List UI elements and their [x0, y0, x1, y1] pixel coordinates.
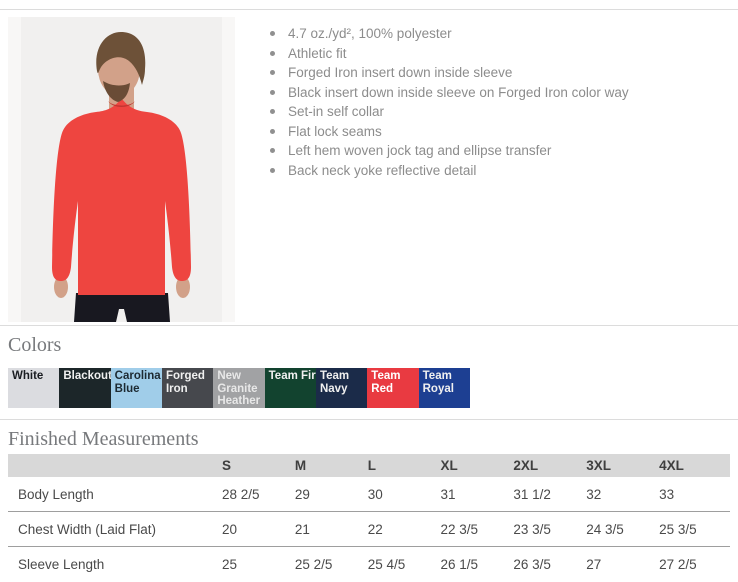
- measurements-heading: Finished Measurements: [8, 428, 199, 450]
- model-hand-right: [176, 276, 190, 298]
- measurement-row-label: Chest Width (Laid Flat): [8, 511, 220, 547]
- measurement-value: 31 1/2: [511, 477, 585, 512]
- bullet-icon: [270, 89, 275, 95]
- feature-item: Left hem woven jock tag and ellipse tran…: [266, 141, 726, 161]
- photo-edge-right: [222, 17, 235, 322]
- feature-item: Flat lock seams: [266, 122, 726, 142]
- model-beard: [103, 81, 130, 102]
- feature-text: Black insert down inside sleeve on Forge…: [288, 84, 629, 100]
- measurement-value: 27 2/5: [659, 556, 697, 572]
- top-divider: [0, 9, 738, 10]
- bullet-icon: [270, 128, 275, 134]
- measurement-value: 28 2/5: [220, 477, 293, 512]
- model-shirt: [52, 99, 191, 295]
- measurements-table: S M L XL 2XL 3XL 4XL Body Length 28 2/5 …: [8, 454, 730, 581]
- size-column-header-m: M: [292, 454, 366, 477]
- bullet-icon: [270, 167, 275, 173]
- bullet-icon: [270, 31, 275, 36]
- feature-text: Left hem woven jock tag and ellipse tran…: [288, 143, 552, 158]
- table-row: Chest Width (Laid Flat) 20 21 22 22 3/5 …: [8, 511, 730, 547]
- table-header-row: S M L XL 2XL 3XL 4XL: [8, 454, 730, 477]
- feature-text: Set-in self collar: [288, 104, 385, 119]
- size-column-header-s: S: [220, 454, 293, 477]
- bullet-icon: [270, 148, 275, 153]
- measurement-row-label: Body Length: [8, 477, 220, 512]
- measurement-label-header: [8, 454, 220, 477]
- size-column-header-2xl: 2XL: [511, 454, 585, 477]
- measurement-value: 29: [292, 477, 366, 512]
- measurement-value: 25 4/5: [367, 556, 406, 572]
- color-swatch-white[interactable]: White: [8, 368, 60, 408]
- size-column-header-xl: XL: [438, 454, 512, 477]
- measurement-value: 26 3/5: [513, 556, 551, 572]
- feature-item: Set-in self collar: [266, 102, 726, 122]
- shirt-collar: [108, 101, 135, 107]
- feature-list: 4.7 oz./yd², 100% polyester Athletic fit…: [266, 24, 726, 180]
- color-swatch-team-red[interactable]: Team Red: [367, 368, 419, 408]
- model-hand-left: [54, 276, 68, 298]
- measurement-value: 20: [220, 511, 293, 547]
- measurement-value: 30: [365, 477, 439, 512]
- model-pants: [74, 293, 170, 322]
- size-column-header-l: L: [365, 454, 439, 477]
- feature-text: Back neck yoke reflective detail: [288, 162, 477, 178]
- feature-text: Athletic fit: [288, 45, 347, 61]
- feature-text: Forged Iron insert down inside sleeve: [288, 65, 513, 80]
- measurement-value: 25 2/5: [294, 556, 333, 572]
- bullet-icon: [270, 109, 275, 114]
- feature-item: Back neck yoke reflective detail: [266, 161, 726, 181]
- measurement-value: 24 3/5: [584, 511, 658, 547]
- measurement-value: 27: [586, 556, 602, 572]
- color-swatch-new-granite-heather[interactable]: New Granite Heather: [213, 368, 265, 408]
- table-row: Sleeve Length 25 25 2/5 25 4/5 26 1/5 26…: [8, 547, 730, 582]
- colors-section-divider: [0, 325, 738, 326]
- model-hair: [96, 32, 146, 85]
- measurement-value: 22 3/5: [438, 511, 512, 547]
- measurement-value: 25: [222, 556, 238, 572]
- color-swatch-team-fir[interactable]: Team Fir: [264, 368, 316, 408]
- feature-item: 4.7 oz./yd², 100% polyester: [266, 24, 726, 44]
- bullet-icon: [270, 70, 275, 75]
- measurements-section-divider: [0, 419, 738, 420]
- feature-text: Flat lock seams: [288, 123, 382, 139]
- bullet-icon: [270, 50, 275, 56]
- size-column-header-4xl: 4XL: [657, 454, 730, 477]
- feature-item: Forged Iron insert down inside sleeve: [266, 63, 726, 83]
- measurement-value: 23 3/5: [511, 511, 585, 547]
- color-swatch-carolina-blue[interactable]: Carolina Blue: [110, 368, 162, 408]
- measurement-value: 26 1/5: [440, 556, 479, 572]
- color-swatch-forged-iron[interactable]: Forged Iron: [161, 368, 214, 408]
- feature-item: Athletic fit: [266, 44, 726, 64]
- measurement-value: 32: [584, 477, 658, 512]
- color-swatch-team-navy[interactable]: Team Navy: [315, 368, 368, 408]
- table-row: Body Length 28 2/5 29 30 31 31 1/2 32 33: [8, 477, 730, 512]
- color-swatch-blackout[interactable]: Blackout: [59, 368, 111, 408]
- feature-items: 4.7 oz./yd², 100% polyester Athletic fit…: [266, 24, 726, 180]
- color-swatch-strip: White Blackout Carolina Blue Forged Iron…: [8, 368, 470, 408]
- measurement-value: 31: [438, 477, 512, 512]
- measurement-value: 22: [365, 511, 439, 547]
- color-swatch-team-royal[interactable]: Team Royal: [418, 368, 470, 408]
- measurement-row-label: Sleeve Length: [18, 556, 105, 572]
- size-column-header-3xl: 3XL: [584, 454, 658, 477]
- measurement-value: 33: [657, 477, 730, 512]
- product-photo: [8, 17, 235, 322]
- product-photo-illustration: [8, 17, 235, 322]
- measurement-value: 25 3/5: [657, 511, 730, 547]
- photo-edge-left: [8, 17, 21, 322]
- feature-text: 4.7 oz./yd², 100% polyester: [288, 26, 452, 41]
- colors-heading: Colors: [8, 334, 62, 356]
- measurement-value: 21: [292, 511, 366, 547]
- feature-item: Black insert down inside sleeve on Forge…: [266, 83, 726, 103]
